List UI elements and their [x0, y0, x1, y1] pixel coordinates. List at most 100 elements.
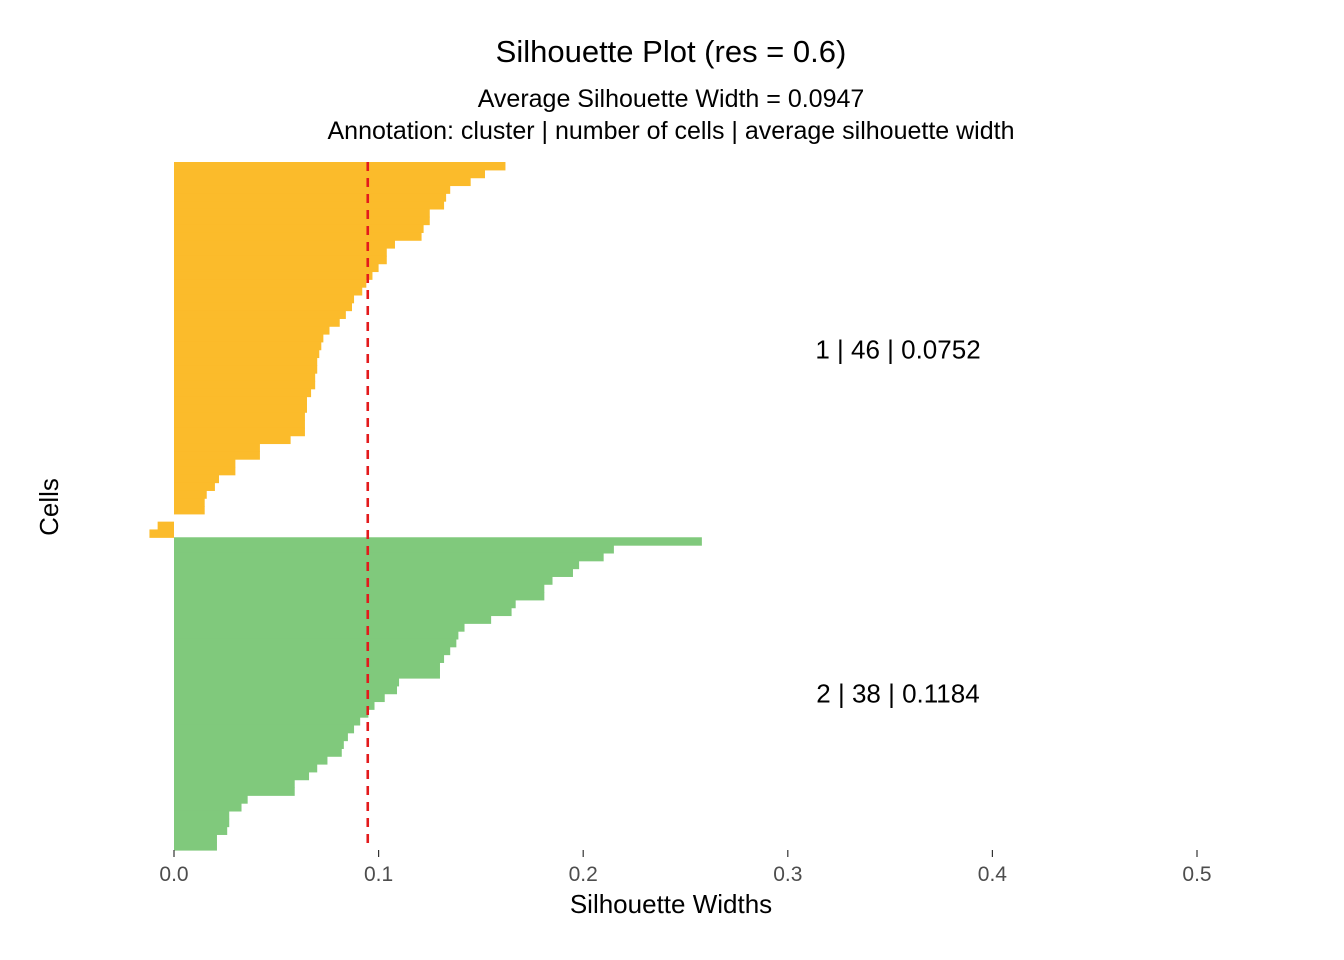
- silhouette-bar-cluster-1-40: [174, 466, 236, 476]
- silhouette-bar-cluster-2-23: [174, 709, 369, 718]
- silhouette-bar-cluster-1-41: [174, 474, 220, 484]
- silhouette-bar-cluster-1-32: [174, 404, 307, 413]
- silhouette-bar-cluster-2-27: [174, 740, 344, 749]
- silhouette-bar-cluster-2-16: [174, 654, 445, 663]
- silhouette-bar-cluster-1-23: [174, 334, 324, 343]
- silhouette-bar-cluster-1-9: [174, 224, 424, 233]
- silhouette-bar-cluster-2-34: [174, 795, 248, 804]
- silhouette-bar-cluster-1-30: [174, 388, 312, 398]
- silhouette-bar-cluster-1-26: [174, 357, 318, 366]
- silhouette-bar-cluster-2-20: [174, 685, 398, 695]
- silhouette-bar-cluster-1-45: [174, 506, 205, 515]
- silhouette-bar-cluster-1-35: [174, 427, 305, 437]
- silhouette-bar-cluster-1-16: [174, 279, 367, 288]
- silhouette-bar-cluster-2-8: [174, 592, 545, 601]
- silhouette-bar-cluster-1-22: [174, 326, 330, 335]
- chart-subtitle-annotation: Annotation: cluster | number of cells | …: [328, 117, 1015, 145]
- silhouette-bar-cluster-2-26: [174, 732, 348, 742]
- silhouette-bar-cluster-1-44: [174, 498, 205, 507]
- silhouette-bar-cluster-1-4: [174, 185, 451, 194]
- x-tick-label: 0.1: [364, 863, 393, 886]
- silhouette-bar-cluster-1-31: [174, 396, 307, 405]
- silhouette-bar-cluster-1-13: [174, 255, 387, 265]
- silhouette-bar-cluster-1-28: [174, 373, 316, 382]
- silhouette-bar-cluster-2-12: [174, 623, 465, 632]
- silhouette-bar-cluster-1-5: [174, 193, 447, 202]
- silhouette-bar-cluster-2-29: [174, 756, 328, 765]
- silhouette-bar-cluster-1-12: [174, 248, 387, 257]
- cluster-annotations: 1 | 46 | 0.0752 2 | 38 | 0.1184: [815, 335, 980, 709]
- silhouette-bar-cluster-1-14: [174, 263, 379, 273]
- silhouette-bar-cluster-2-38: [174, 826, 228, 835]
- bars-group: [149, 162, 702, 851]
- silhouette-bar-cluster-2-6: [174, 576, 553, 585]
- x-tick-label: 0.5: [1182, 863, 1211, 886]
- silhouette-bar-cluster-1-6: [174, 201, 445, 210]
- silhouette-bar-cluster-2-11: [174, 615, 492, 624]
- silhouette-bar-cluster-1-25: [174, 349, 320, 359]
- silhouette-bar-cluster-2-22: [174, 701, 375, 710]
- silhouette-bar-cluster-2-5: [174, 568, 573, 577]
- silhouette-bar-cluster-2-15: [174, 646, 451, 656]
- silhouette-bar-cluster-2-35: [174, 803, 242, 812]
- x-tick-label: 0.2: [569, 863, 598, 886]
- silhouette-bar-cluster-2-14: [174, 638, 457, 648]
- silhouette-bar-cluster-1-2: [174, 169, 485, 179]
- silhouette-bar-cluster-1-48: [149, 529, 174, 538]
- silhouette-bar-cluster-1-24: [174, 341, 322, 351]
- silhouette-bar-cluster-2-1: [174, 537, 702, 546]
- silhouette-bar-cluster-2-31: [174, 771, 310, 781]
- x-axis-label: Silhouette Widths: [570, 889, 772, 919]
- x-tick-label: 0.4: [978, 863, 1008, 886]
- silhouette-bar-cluster-1-18: [174, 294, 355, 304]
- silhouette-bar-cluster-2-13: [174, 631, 459, 640]
- y-axis-label: Cells: [34, 478, 64, 536]
- silhouette-bar-cluster-2-36: [174, 810, 230, 820]
- silhouette-bar-cluster-1-20: [174, 310, 346, 319]
- silhouette-bar-cluster-2-10: [174, 607, 512, 617]
- silhouette-bar-cluster-2-32: [174, 779, 295, 789]
- silhouette-bar-cluster-2-30: [174, 764, 318, 773]
- silhouette-bar-cluster-1-36: [174, 435, 291, 445]
- silhouette-bar-cluster-2-2: [174, 545, 614, 554]
- silhouette-bar-cluster-2-9: [174, 599, 516, 609]
- silhouette-bar-cluster-1-15: [174, 271, 373, 280]
- silhouette-bar-cluster-1-19: [174, 302, 352, 312]
- silhouette-bar-cluster-2-19: [174, 678, 400, 687]
- silhouette-bar-cluster-2-25: [174, 724, 355, 734]
- cluster-2-annotation: 2 | 38 | 0.1184: [816, 679, 979, 709]
- silhouette-bar-cluster-1-39: [174, 459, 236, 468]
- x-axis-ticks: 0.0 0.1 0.2 0.3 0.4 0.5: [159, 850, 1212, 886]
- silhouette-bar-cluster-1-8: [174, 216, 430, 226]
- silhouette-bar-cluster-1-17: [174, 287, 363, 296]
- x-tick-label: 0.3: [773, 863, 802, 886]
- silhouette-bar-cluster-2-7: [174, 584, 545, 593]
- silhouette-bar-cluster-1-47: [157, 521, 174, 531]
- chart-subtitle-average: Average Silhouette Width = 0.0947: [478, 85, 865, 113]
- silhouette-bar-cluster-1-21: [174, 318, 340, 327]
- silhouette-bar-cluster-1-33: [174, 412, 305, 421]
- silhouette-bar-cluster-1-43: [174, 490, 207, 499]
- silhouette-bar-cluster-2-39: [174, 834, 217, 843]
- silhouette-bar-cluster-2-4: [174, 560, 580, 570]
- chart-title: Silhouette Plot (res = 0.6): [496, 34, 847, 69]
- silhouette-bar-cluster-1-37: [174, 443, 260, 452]
- silhouette-bar-cluster-1-1: [174, 162, 506, 171]
- silhouette-bar-cluster-1-29: [174, 380, 316, 390]
- silhouette-bar-cluster-1-38: [174, 451, 260, 460]
- silhouette-bar-cluster-2-24: [174, 717, 361, 726]
- silhouette-bar-cluster-2-17: [174, 662, 440, 671]
- silhouette-bar-cluster-1-42: [174, 482, 215, 491]
- silhouette-bar-cluster-1-10: [174, 232, 422, 241]
- silhouette-bar-cluster-2-28: [174, 748, 342, 757]
- silhouette-bar-cluster-2-33: [174, 787, 295, 796]
- silhouette-bar-cluster-1-34: [174, 420, 305, 429]
- silhouette-bar-cluster-2-3: [174, 552, 604, 562]
- silhouette-bar-cluster-2-40: [174, 842, 217, 851]
- silhouette-bar-cluster-1-3: [174, 177, 471, 187]
- silhouette-bar-cluster-1-7: [174, 208, 430, 218]
- silhouette-bar-cluster-2-21: [174, 693, 385, 703]
- cluster-1-annotation: 1 | 46 | 0.0752: [815, 335, 980, 365]
- silhouette-bar-cluster-2-37: [174, 818, 230, 828]
